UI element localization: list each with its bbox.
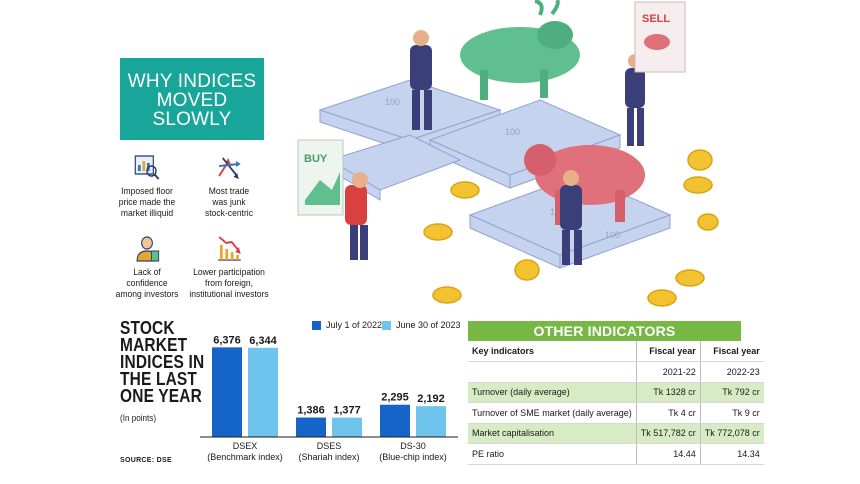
svg-text:SELL: SELL: [642, 13, 670, 25]
reason-text: institutional investors: [189, 289, 269, 300]
title-line: SLOWLY: [152, 109, 232, 130]
reason-item: Lower participation from foreign, instit…: [180, 233, 279, 300]
chart-title-line: INDICES IN: [120, 352, 205, 372]
svg-text:BUY: BUY: [304, 153, 328, 165]
category-sublabel: (Benchmark index): [207, 452, 283, 462]
market-illustration: 100 100 100 100: [297, 0, 719, 307]
chart-title-line: ONE YEAR: [120, 386, 202, 406]
svg-text:100: 100: [385, 97, 400, 107]
falling-chart-icon: [218, 236, 241, 261]
reason-item: Lack of confidence among investors: [98, 233, 197, 300]
reason-text: among investors: [115, 289, 179, 300]
data-label: 1,386: [297, 405, 325, 417]
investor-figures-icon: [345, 30, 645, 265]
table-row: Market capitalisation Tk 517,782 cr Tk 7…: [468, 423, 764, 444]
table-cell: Market capitalisation: [468, 423, 637, 444]
data-label: 2,295: [381, 392, 409, 404]
chart-title-line: MARKET: [120, 335, 188, 355]
bar: [248, 347, 278, 437]
chart-unit: (In points): [120, 413, 157, 423]
table-cell: 14.34: [699, 443, 764, 465]
table-row: PE ratio 14.44 14.34: [468, 443, 764, 465]
chart-title: STOCK MARKET INDICES IN THE LAST ONE YEA…: [120, 318, 205, 406]
column-header: Key indicators: [468, 341, 637, 362]
category-label: DSES: [317, 441, 342, 451]
category-sublabel: (Shariah index): [298, 452, 359, 462]
other-indicators-table: Key indicators Fiscal year Fiscal year 2…: [468, 341, 764, 465]
reason-text: Lower participation: [193, 267, 265, 278]
table-row: 2021-22 2022-23: [468, 361, 764, 383]
chart-title-line: STOCK: [120, 318, 175, 338]
reason-text: was junk: [212, 197, 246, 208]
column-header: Fiscal year: [699, 341, 764, 362]
table-cell: Tk 772,078 cr: [699, 423, 764, 444]
bar: [296, 417, 326, 437]
data-label: 6,344: [249, 335, 277, 347]
reason-text: stock-centric: [204, 208, 253, 219]
table-row: Turnover of SME market (daily average) T…: [468, 402, 764, 424]
chart-magnifier-icon: [134, 155, 160, 180]
bar: [212, 347, 242, 437]
reason-text: from foreign,: [204, 278, 253, 289]
reason-text: confidence: [126, 278, 168, 289]
table-cell: Turnover (daily average): [468, 382, 637, 403]
other-indicators-title: OTHER INDICATORS: [468, 321, 741, 341]
table-cell: Tk 9 cr: [699, 402, 764, 424]
legend-label: June 30 of 2023: [396, 320, 461, 330]
table-cell: [468, 361, 637, 383]
category-label: DS-30: [400, 441, 426, 451]
bull-icon: [460, 0, 580, 100]
table-cell: Tk 517,782 cr: [635, 423, 701, 444]
data-label: 1,377: [333, 405, 361, 417]
why-indices-title: WHY INDICES MOVED SLOWLY: [120, 58, 264, 140]
category-label: DSEX: [233, 441, 258, 451]
source-note: SOURCE: DSE: [120, 457, 172, 464]
table-row: Turnover (daily average) Tk 1328 cr Tk 7…: [468, 382, 764, 403]
reason-text: Lack of: [133, 267, 161, 278]
chart-title-line: THE LAST: [120, 369, 198, 389]
sell-sign: SELL: [634, 1, 686, 73]
title-line: MOVED: [156, 90, 228, 111]
buy-sign: BUY: [297, 139, 344, 216]
scattered-arrows-icon: [218, 157, 241, 179]
bar: [416, 406, 446, 437]
reason-text: price made the: [118, 197, 176, 208]
gold-coins-icon: [423, 149, 719, 307]
table-cell: 2022-23: [699, 361, 764, 383]
bar-chart: 6,376 6,344 DSEX(Benchmark index) 1,386 1,37…: [200, 334, 458, 462]
reason-item: Most trade was junk stock-centric: [180, 152, 279, 219]
bar: [332, 417, 362, 437]
table-header-row: Key indicators Fiscal year Fiscal year: [468, 341, 764, 362]
legend-label: July 1 of 2022: [326, 320, 383, 330]
reason-text: Imposed floor: [121, 186, 173, 197]
table-cell: Turnover of SME market (daily average): [468, 402, 637, 424]
data-label: 6,376: [213, 334, 241, 346]
table-cell: 14.44: [635, 443, 701, 465]
legend-swatch: [312, 320, 321, 330]
reason-text: market illiquid: [120, 208, 174, 219]
reason-item: Imposed floor price made the market illi…: [98, 152, 197, 219]
svg-text:100: 100: [505, 127, 520, 137]
column-header: Fiscal year: [635, 341, 701, 362]
worried-investor-icon: [136, 236, 160, 262]
legend-item-series-2: June 30 of 2023: [382, 320, 461, 330]
table-cell: 2021-22: [635, 361, 701, 383]
bar: [380, 404, 410, 437]
legend-swatch: [382, 320, 391, 330]
svg-text:100: 100: [605, 230, 620, 240]
title-line: WHY INDICES: [127, 71, 257, 92]
category-sublabel: (Blue-chip index): [379, 452, 447, 462]
reason-text: Most trade: [208, 186, 250, 197]
legend-item-series-1: July 1 of 2022: [312, 320, 382, 330]
table-cell: Tk 1328 cr: [635, 382, 701, 403]
data-label: 2,192: [417, 393, 445, 405]
table-cell: PE ratio: [468, 443, 637, 465]
table-cell: Tk 4 cr: [635, 402, 701, 424]
table-cell: Tk 792 cr: [699, 382, 764, 403]
